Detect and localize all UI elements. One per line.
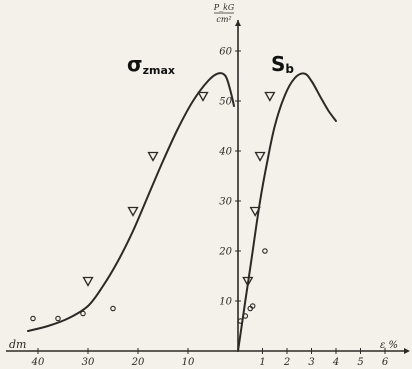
data-point-circle-sb: [237, 318, 244, 324]
series-curves: [27, 72, 337, 352]
data-point-circle-sigma-zmax: [80, 310, 86, 317]
x-right-tick-label: 2: [283, 357, 290, 368]
x-axis-right-label: ε %: [380, 340, 398, 351]
data-point-circle-sb: [249, 303, 256, 309]
data-point-circle-sb: [262, 248, 268, 254]
y-tick-label: 40: [218, 147, 232, 158]
data-point-triangle-sigma-zmax: [147, 151, 159, 162]
series-label-sb: Sb: [271, 52, 294, 76]
y-tick-label: 60: [219, 47, 232, 58]
x-left-tick-label: 20: [131, 357, 145, 368]
data-point-triangle-sb: [249, 206, 261, 217]
x-axis-left-label: dm: [9, 338, 26, 351]
x-right-tick-label: 1: [259, 357, 265, 368]
series-label-sigma: σ: [127, 52, 143, 76]
y-axis-label-top: P_kG: [213, 3, 235, 12]
y-tick-label: 20: [218, 247, 232, 258]
data-point-triangle-sigma-zmax: [127, 206, 139, 217]
y-tick-label: 50: [219, 97, 232, 108]
x-axis-right-ticks: 1 2 3 4 5 6: [259, 348, 389, 368]
curve-sb: [237, 72, 337, 352]
series-markers: [30, 91, 276, 324]
series-label-sigma-zmax: σzmax: [127, 52, 175, 77]
y-axis-arrow-icon: [235, 20, 241, 26]
series-label-zmax: zmax: [143, 64, 175, 77]
x-left-tick-label: 10: [182, 357, 195, 368]
x-right-tick-label: 4: [332, 357, 339, 368]
data-point-triangle-sb: [242, 276, 254, 287]
x-left-tick-label: 30: [82, 357, 95, 368]
x-axis-arrow-icon: [404, 348, 410, 354]
data-point-circle-sigma-zmax: [55, 315, 61, 322]
axes: [6, 20, 410, 354]
series-label-b: b: [285, 62, 294, 76]
data-point-triangle-sb: [254, 151, 266, 162]
x-right-tick-label: 5: [357, 357, 363, 368]
curve-sigma-zmax: [27, 72, 235, 332]
y-axis-ticks: 10 20 30 40 50 60: [218, 47, 241, 308]
data-point-triangle-sb: [264, 91, 276, 102]
x-right-tick-label: 3: [308, 357, 314, 368]
series-label-s: S: [271, 52, 285, 76]
x-axis-left-ticks: 10 20 30 40: [31, 348, 195, 368]
x-left-tick-label: 40: [31, 357, 45, 368]
x-right-tick-label: 6: [382, 357, 389, 368]
y-tick-label: 10: [219, 297, 232, 308]
data-point-circle-sigma-zmax: [110, 305, 116, 312]
data-point-circle-sigma-zmax: [30, 315, 36, 322]
data-point-triangle-sigma-zmax: [82, 276, 94, 287]
y-axis-label-bottom: cm²: [216, 15, 231, 24]
y-tick-label: 30: [219, 197, 232, 208]
data-point-circle-sb: [242, 313, 249, 319]
data-point-triangle-sigma-zmax: [197, 91, 209, 102]
